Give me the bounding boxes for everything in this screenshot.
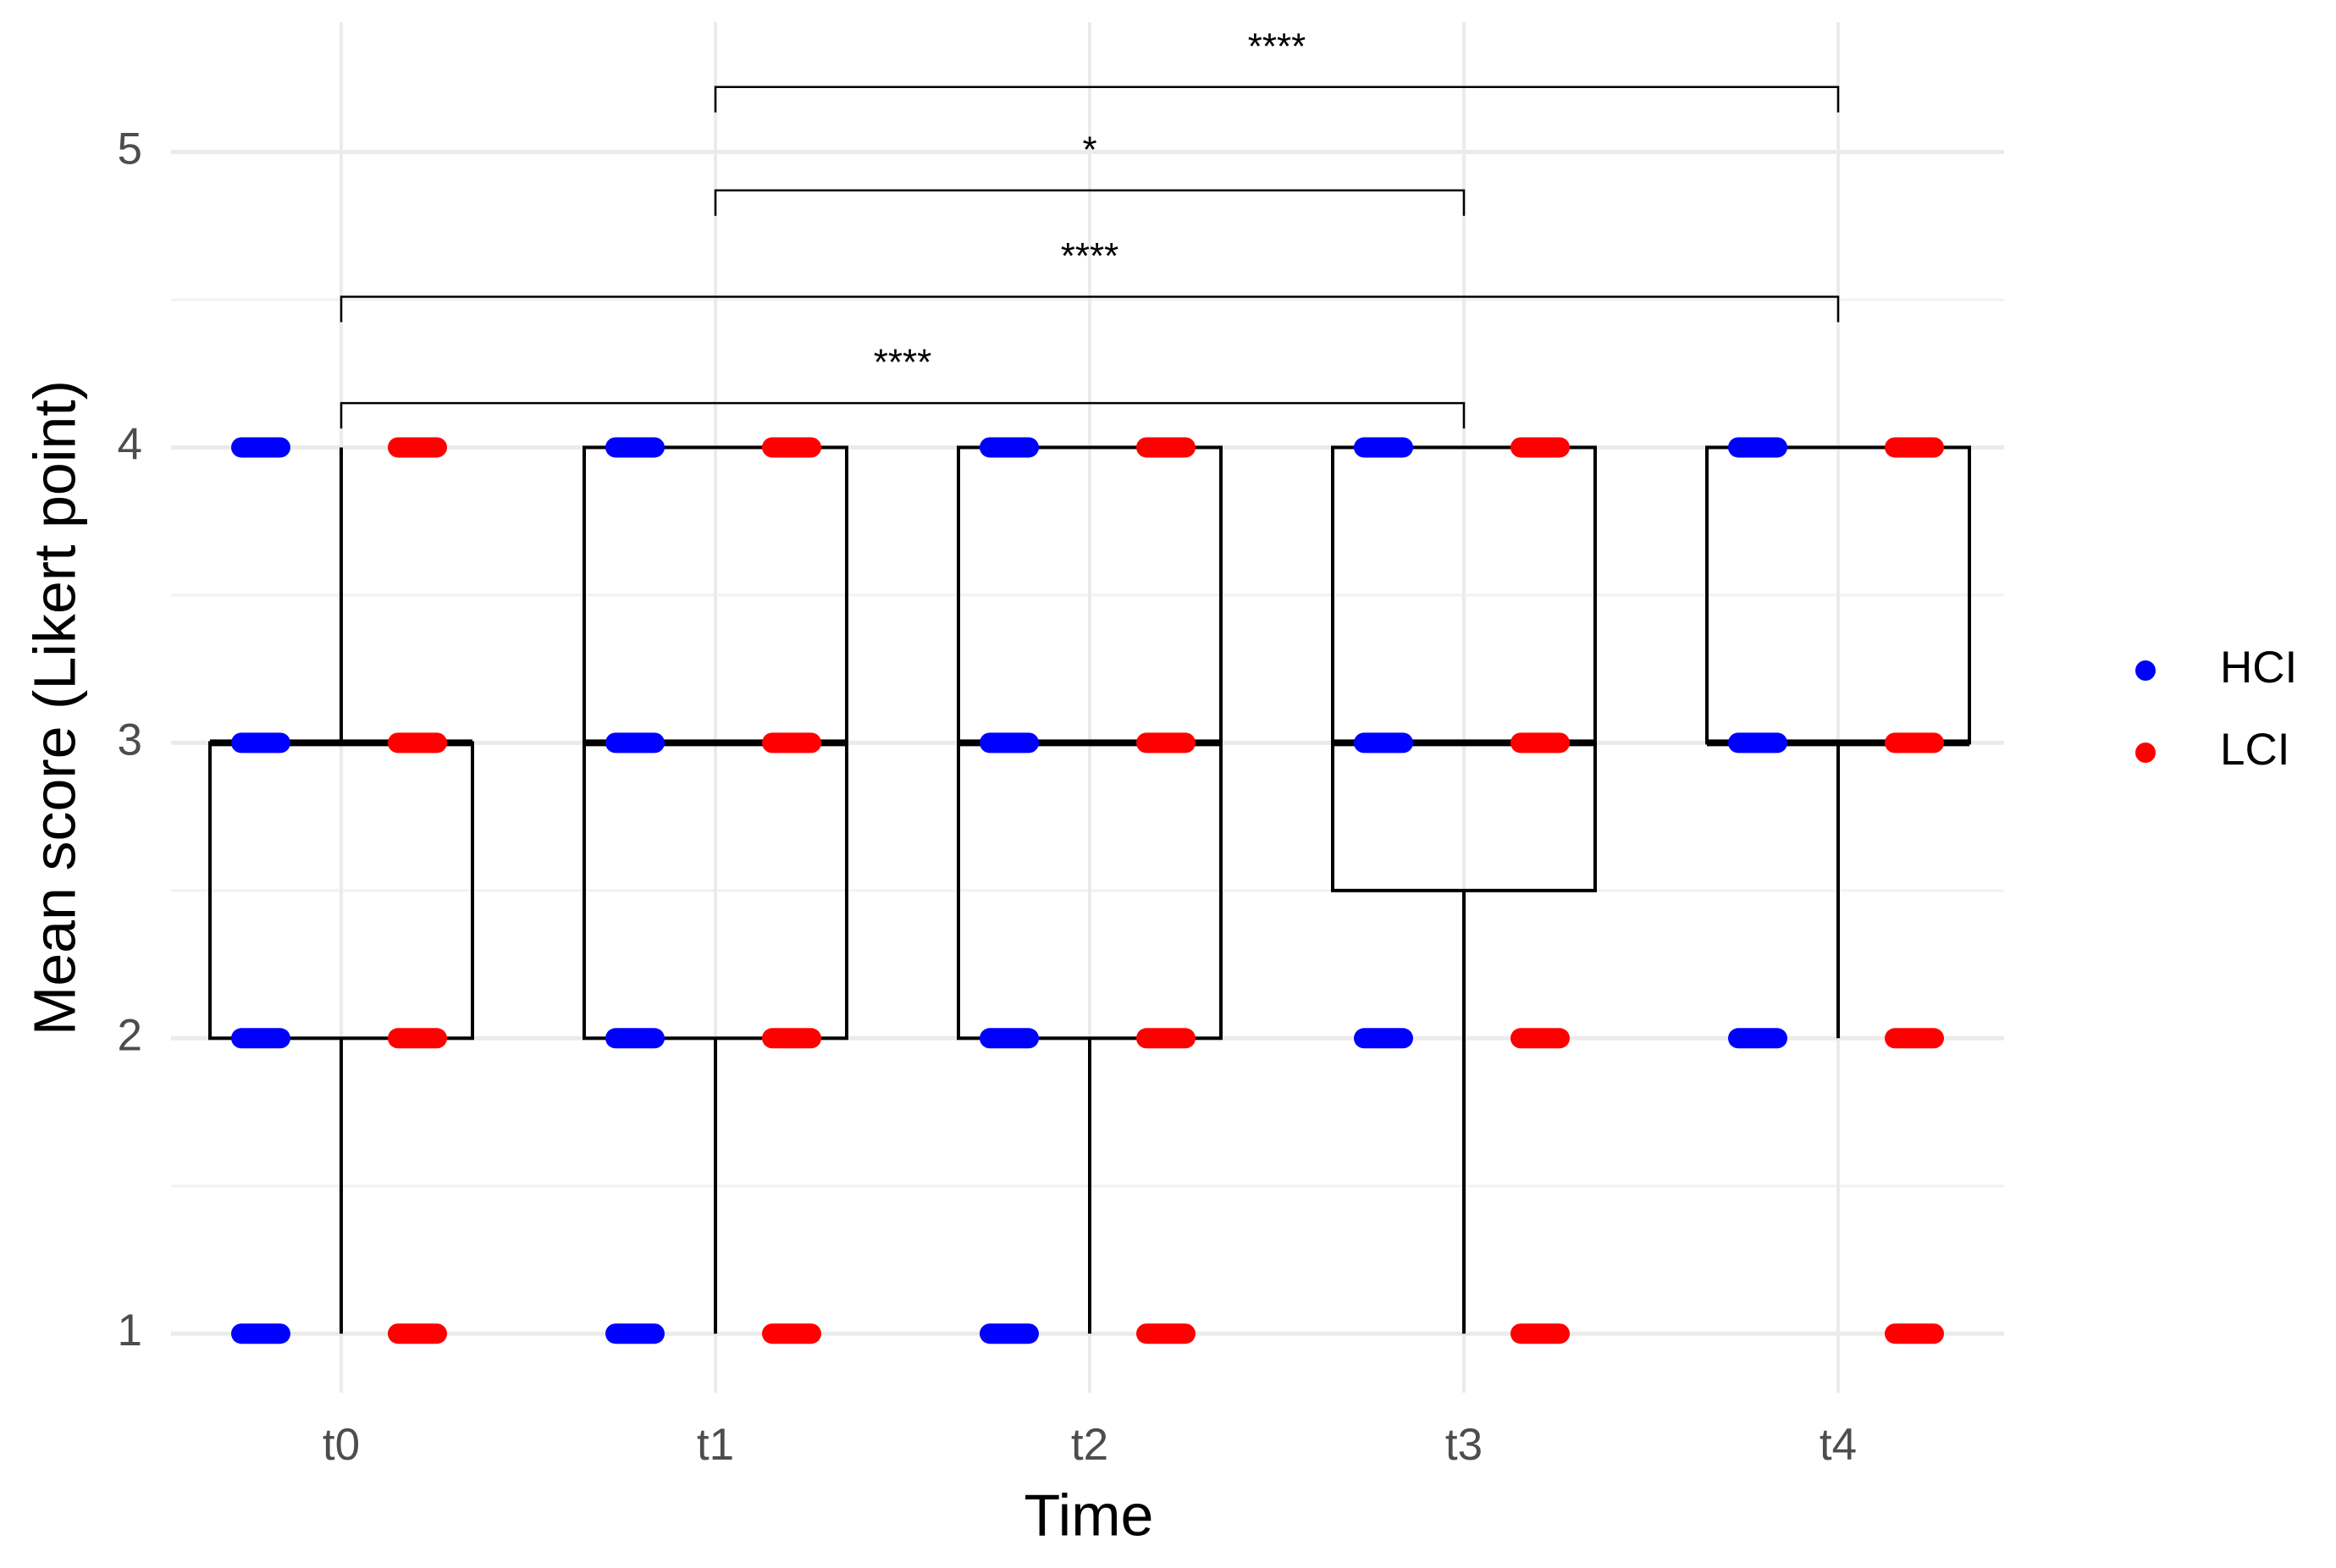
significance-bracket xyxy=(714,189,1466,216)
point-cluster xyxy=(762,732,821,754)
point-cluster xyxy=(1885,1323,1944,1344)
legend-swatch xyxy=(2135,660,2156,681)
y-tick-label: 3 xyxy=(118,715,142,765)
point-cluster xyxy=(1136,732,1196,754)
point-cluster xyxy=(762,437,821,458)
significance-bracket xyxy=(714,86,1840,113)
point-cluster xyxy=(980,437,1039,458)
significance-label: **** xyxy=(1248,25,1306,67)
point-cluster xyxy=(1510,437,1570,458)
legend-label: LCI xyxy=(2220,725,2289,775)
point-cluster xyxy=(762,1323,821,1344)
box xyxy=(1331,445,1597,892)
point-cluster xyxy=(231,437,290,458)
point-cluster xyxy=(762,1028,821,1049)
y-axis-title: Mean score (Likert point) xyxy=(21,380,87,1035)
significance-bracket xyxy=(340,401,1466,429)
point-cluster xyxy=(231,1028,290,1049)
point-cluster xyxy=(980,732,1039,754)
significance-bracket xyxy=(340,295,1840,323)
significance-label: **** xyxy=(1061,235,1119,277)
point-cluster xyxy=(1510,732,1570,754)
point-cluster xyxy=(388,732,447,754)
point-cluster xyxy=(1885,437,1944,458)
legend-swatch xyxy=(2135,743,2156,763)
point-cluster xyxy=(231,732,290,754)
y-tick-label: 2 xyxy=(118,1010,142,1060)
point-cluster xyxy=(605,437,665,458)
point-cluster xyxy=(1728,437,1787,458)
point-cluster xyxy=(605,1323,665,1344)
point-cluster xyxy=(1354,437,1413,458)
point-cluster xyxy=(388,1028,447,1049)
x-tick-label: t2 xyxy=(1071,1420,1108,1470)
y-tick-label: 1 xyxy=(118,1306,142,1355)
point-cluster xyxy=(980,1028,1039,1049)
x-axis-title: Time xyxy=(1024,1482,1154,1548)
point-cluster xyxy=(1354,732,1413,754)
point-cluster xyxy=(1510,1323,1570,1344)
x-tick-label: t4 xyxy=(1820,1420,1857,1470)
point-cluster xyxy=(1728,1028,1787,1049)
point-cluster xyxy=(1510,1028,1570,1049)
point-cluster xyxy=(1136,1323,1196,1344)
point-cluster xyxy=(1885,732,1944,754)
point-cluster xyxy=(231,1323,290,1344)
legend-label: HCI xyxy=(2220,643,2297,693)
point-cluster xyxy=(1136,437,1196,458)
point-cluster xyxy=(388,1323,447,1344)
point-cluster xyxy=(1136,1028,1196,1049)
point-cluster xyxy=(388,437,447,458)
y-tick-label: 5 xyxy=(118,124,142,174)
point-cluster xyxy=(605,1028,665,1049)
significance-label: * xyxy=(1082,130,1096,171)
x-tick-label: t3 xyxy=(1445,1420,1483,1470)
point-cluster xyxy=(1885,1028,1944,1049)
point-cluster xyxy=(1354,1028,1413,1049)
y-tick-label: 4 xyxy=(118,419,142,469)
x-tick-label: t1 xyxy=(697,1420,734,1470)
point-cluster xyxy=(980,1323,1039,1344)
point-cluster xyxy=(605,732,665,754)
x-tick-label: t0 xyxy=(323,1420,360,1470)
significance-label: **** xyxy=(874,342,932,384)
point-cluster xyxy=(1728,732,1787,754)
